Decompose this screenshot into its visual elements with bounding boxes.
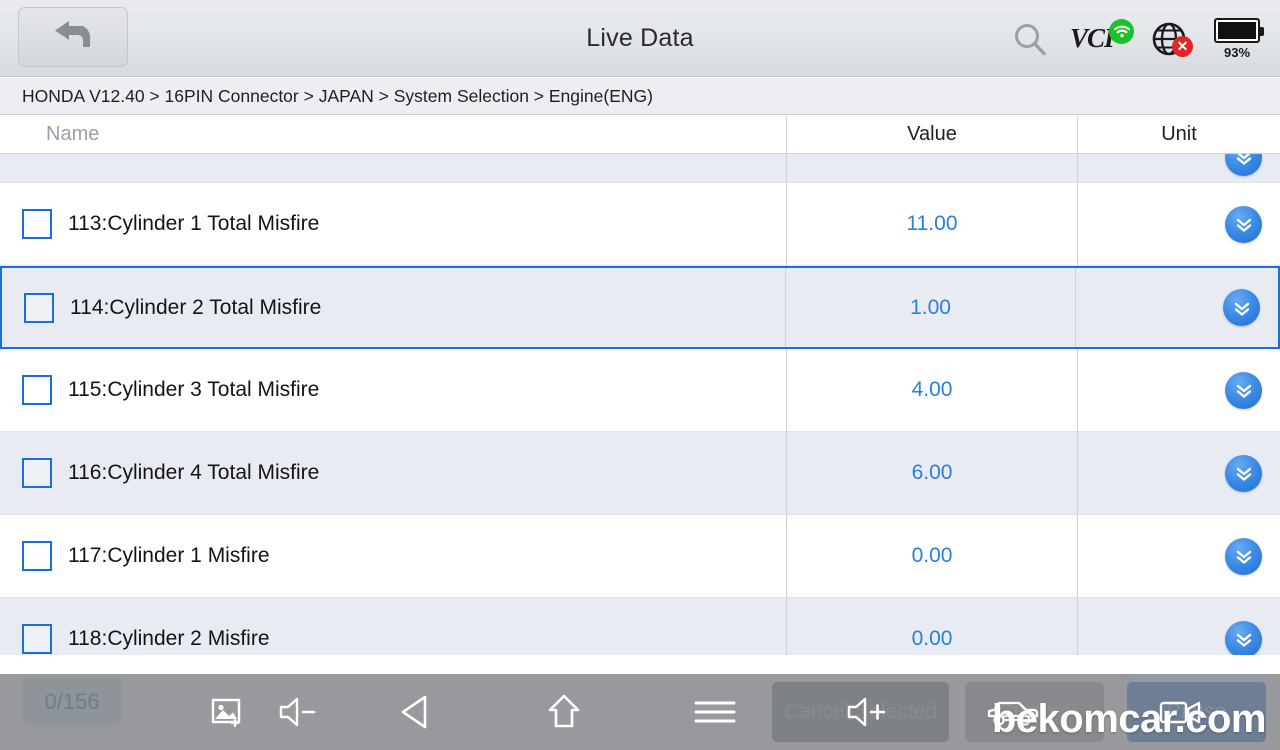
double-chevron-down-icon[interactable] bbox=[1225, 537, 1262, 575]
battery-fill bbox=[1218, 21, 1256, 39]
nav-back-icon[interactable] bbox=[395, 693, 437, 731]
battery-cap bbox=[1260, 26, 1264, 36]
row-name-label: 117:Cylinder 1 Misfire bbox=[68, 544, 270, 567]
row-name-label: 118:Cylinder 2 Misfire bbox=[68, 627, 270, 650]
double-chevron-down-icon[interactable] bbox=[1225, 454, 1262, 492]
row-unit-cell bbox=[1077, 349, 1280, 431]
row-unit-cell bbox=[1077, 598, 1280, 655]
double-chevron-down-icon[interactable] bbox=[1225, 154, 1262, 176]
row-value-cell: 4.00 bbox=[786, 349, 1077, 431]
row-checkbox[interactable] bbox=[22, 624, 52, 654]
volume-up-icon[interactable] bbox=[844, 695, 892, 729]
battery-icon: 93% bbox=[1208, 13, 1266, 65]
row-name-label: 115:Cylinder 3 Total Misfire bbox=[68, 378, 320, 401]
nav-menu-icon[interactable] bbox=[692, 695, 738, 729]
globe-disconnected-icon[interactable]: ✕ bbox=[1148, 17, 1193, 61]
row-name-cell: 114:Cylinder 2 Total Misfire bbox=[2, 268, 785, 347]
title-bar: Live Data VCI bbox=[0, 0, 1280, 77]
row-unit-cell bbox=[1077, 183, 1280, 265]
row-name-cell bbox=[0, 154, 786, 182]
row-value-cell: 6.00 bbox=[786, 432, 1077, 514]
volume-down-icon[interactable] bbox=[276, 695, 320, 729]
double-chevron-down-icon[interactable] bbox=[1225, 205, 1262, 243]
row-checkbox[interactable] bbox=[22, 541, 52, 571]
row-unit-cell bbox=[1077, 515, 1280, 597]
row-value-cell: 11.00 bbox=[786, 183, 1077, 265]
row-value-cell: 1.00 bbox=[784, 268, 1076, 347]
double-chevron-down-icon[interactable] bbox=[1225, 371, 1262, 409]
row-name-cell: 116:Cylinder 4 Total Misfire bbox=[0, 432, 786, 514]
row-unit-cell bbox=[1077, 432, 1280, 514]
row-name-cell: 117:Cylinder 1 Misfire bbox=[0, 515, 786, 597]
back-button[interactable] bbox=[18, 7, 128, 67]
row-name-label: 114:Cylinder 2 Total Misfire bbox=[70, 295, 322, 319]
row-name-label: 113:Cylinder 1 Total Misfire bbox=[68, 212, 320, 235]
table-row-partial[interactable] bbox=[0, 154, 1280, 183]
column-header-value: Value bbox=[786, 116, 1077, 153]
status-icon-group: VCI ✕ bbox=[1008, 0, 1266, 77]
row-value-cell: 0.00 bbox=[786, 598, 1077, 655]
row-value-cell bbox=[786, 154, 1077, 182]
back-arrow-icon bbox=[45, 20, 101, 54]
car-icon[interactable] bbox=[985, 694, 1041, 730]
row-unit-cell bbox=[1075, 268, 1278, 347]
battery-percent: 93% bbox=[1223, 44, 1251, 60]
table-row-selected[interactable]: 114:Cylinder 2 Total Misfire 1.00 bbox=[0, 266, 1280, 349]
row-checkbox[interactable] bbox=[24, 292, 54, 323]
table-row[interactable]: 117:Cylinder 1 Misfire 0.00 bbox=[0, 515, 1280, 598]
row-name-cell: 113:Cylinder 1 Total Misfire bbox=[0, 183, 786, 265]
row-name-label: 116:Cylinder 4 Total Misfire bbox=[68, 461, 320, 484]
row-checkbox[interactable] bbox=[22, 209, 52, 239]
search-icon[interactable] bbox=[1008, 17, 1052, 61]
network-error-badge: ✕ bbox=[1172, 35, 1193, 57]
battery-body bbox=[1214, 17, 1264, 43]
column-header-unit: Unit bbox=[1077, 116, 1280, 153]
screenshot-icon[interactable] bbox=[209, 695, 243, 729]
vci-label: VCI bbox=[1070, 23, 1115, 53]
table-row[interactable]: 113:Cylinder 1 Total Misfire 11.00 bbox=[0, 183, 1280, 266]
nav-home-icon[interactable] bbox=[543, 692, 585, 732]
row-checkbox[interactable] bbox=[22, 458, 52, 488]
wifi-connected-icon bbox=[1109, 18, 1134, 44]
row-checkbox[interactable] bbox=[22, 375, 52, 405]
table-row[interactable]: 115:Cylinder 3 Total Misfire 4.00 bbox=[0, 349, 1280, 432]
row-unit-cell bbox=[1077, 154, 1280, 182]
vci-status-indicator[interactable]: VCI bbox=[1070, 17, 1134, 61]
table-header: Name Value Unit bbox=[0, 116, 1280, 154]
live-data-list[interactable]: 113:Cylinder 1 Total Misfire 11.00 114:C… bbox=[0, 154, 1280, 655]
table-row[interactable]: 116:Cylinder 4 Total Misfire 6.00 bbox=[0, 432, 1280, 515]
table-row[interactable]: 118:Cylinder 2 Misfire 0.00 bbox=[0, 598, 1280, 655]
android-nav-bar bbox=[0, 674, 1280, 750]
row-name-cell: 118:Cylinder 2 Misfire bbox=[0, 598, 786, 655]
double-chevron-down-icon[interactable] bbox=[1225, 620, 1262, 655]
row-value-cell: 0.00 bbox=[786, 515, 1077, 597]
screen-record-icon[interactable] bbox=[1158, 696, 1204, 728]
double-chevron-down-icon[interactable] bbox=[1223, 289, 1260, 326]
column-header-name: Name bbox=[46, 123, 100, 145]
row-name-cell: 115:Cylinder 3 Total Misfire bbox=[0, 349, 786, 431]
breadcrumb[interactable]: HONDA V12.40 > 16PIN Connector > JAPAN >… bbox=[0, 78, 1280, 115]
